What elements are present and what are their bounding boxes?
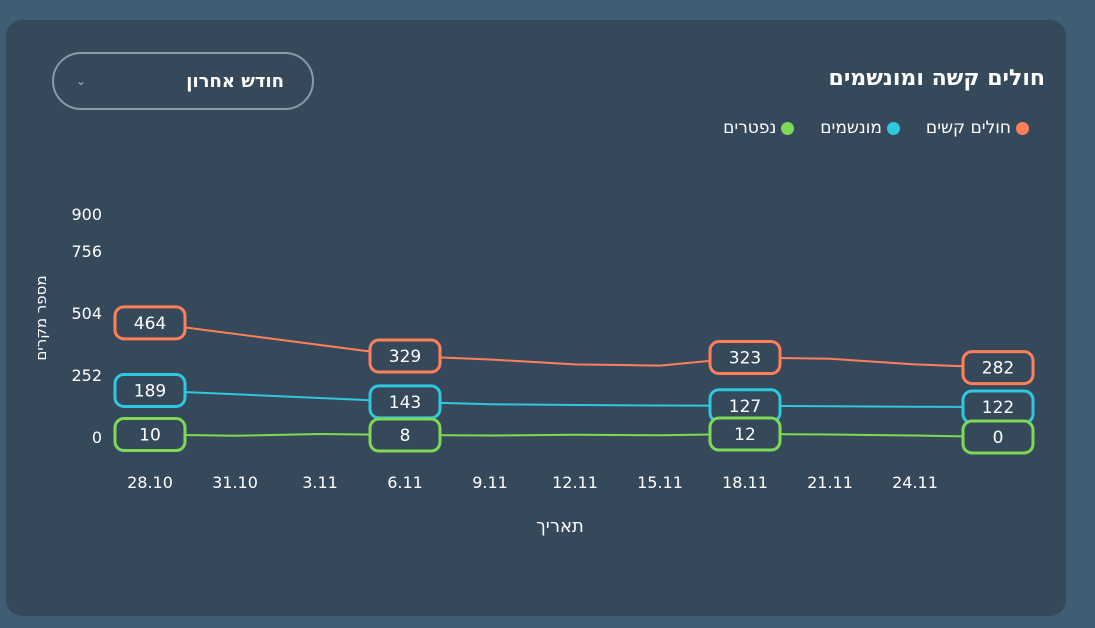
data-label-box bbox=[961, 350, 1035, 386]
series-line-1 bbox=[149, 389, 999, 408]
data-label: 143 bbox=[389, 393, 421, 413]
legend-item-deceased[interactable]: נפטרים bbox=[723, 118, 795, 138]
legend-label-deceased: נפטרים bbox=[723, 118, 777, 138]
data-label-box bbox=[113, 305, 187, 341]
x-tick-label: 18.11 bbox=[722, 473, 768, 492]
x-tick-label: 12.11 bbox=[552, 473, 598, 492]
legend-dot-severe bbox=[1016, 121, 1029, 135]
data-label-box bbox=[113, 373, 187, 408]
data-label: 189 bbox=[134, 382, 166, 402]
period-dropdown[interactable]: ⌄ חודש אחרון bbox=[52, 52, 314, 110]
data-label: 12 bbox=[734, 425, 756, 445]
data-label: 122 bbox=[982, 398, 1014, 418]
legend-item-severe[interactable]: חולים קשים bbox=[926, 118, 1029, 138]
legend-item-ventilated[interactable]: מונשמים bbox=[820, 118, 900, 138]
y-tick-label: 252 bbox=[71, 366, 102, 385]
legend-label-severe: חולים קשים bbox=[925, 118, 1011, 138]
y-tick-label: 900 bbox=[71, 205, 102, 224]
y-tick-label: 504 bbox=[71, 304, 102, 323]
legend-dot-ventilated bbox=[886, 121, 900, 135]
x-tick-label: 9.11 bbox=[472, 473, 508, 492]
x-axis-title: תאריך bbox=[536, 516, 584, 537]
data-label: 282 bbox=[982, 359, 1014, 379]
data-label-box bbox=[708, 416, 782, 452]
data-label-box bbox=[368, 417, 442, 453]
series-line-2 bbox=[149, 433, 999, 438]
chart-title: חולים קשה ומונשמים bbox=[828, 66, 1045, 91]
legend-dot-deceased bbox=[781, 121, 795, 135]
y-tick-label: 0 bbox=[92, 428, 102, 447]
x-tick-label: 24.11 bbox=[892, 473, 938, 492]
data-label: 127 bbox=[729, 397, 761, 417]
data-label-box bbox=[708, 340, 782, 376]
legend-label-ventilated: מונשמים bbox=[820, 118, 882, 138]
series-line-0 bbox=[149, 321, 999, 369]
data-label: 8 bbox=[400, 426, 411, 446]
x-tick-label: 15.11 bbox=[637, 473, 683, 492]
x-tick-label: 6.11 bbox=[387, 473, 423, 492]
data-label: 323 bbox=[729, 349, 761, 369]
x-tick-label: 31.10 bbox=[212, 473, 258, 492]
data-label-box bbox=[961, 419, 1035, 455]
y-tick-label: 756 bbox=[71, 242, 102, 261]
chart-legend: חולים קשים מונשמים נפטרים bbox=[723, 118, 1029, 138]
data-label-box bbox=[368, 338, 442, 374]
x-tick-label: 3.11 bbox=[302, 473, 338, 492]
data-label: 10 bbox=[139, 426, 161, 446]
x-tick-label: 28.10 bbox=[127, 473, 173, 492]
chevron-down-icon: ⌄ bbox=[76, 74, 87, 88]
y-axis-title: מספר מקרים bbox=[32, 275, 50, 360]
data-label-box bbox=[113, 417, 187, 453]
data-label: 0 bbox=[993, 428, 1004, 448]
period-dropdown-label: חודש אחרון bbox=[186, 70, 284, 92]
x-tick-label: 21.11 bbox=[807, 473, 853, 492]
data-label: 329 bbox=[389, 347, 421, 367]
data-label: 464 bbox=[134, 314, 166, 334]
